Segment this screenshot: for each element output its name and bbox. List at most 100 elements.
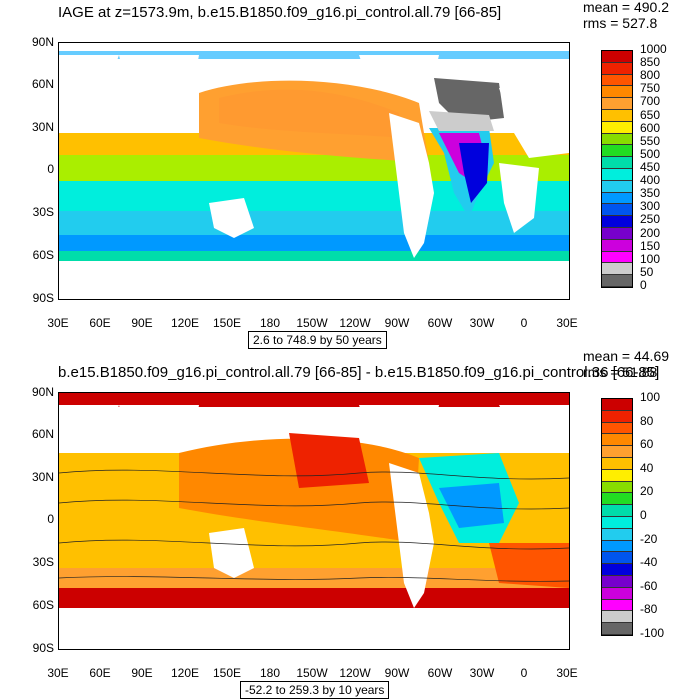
colorbar-label: -60 bbox=[640, 578, 658, 593]
colorbar-cell bbox=[602, 493, 632, 506]
bottom-lon-label: 180 bbox=[259, 666, 281, 680]
colorbar-label: 250 bbox=[640, 212, 661, 227]
colorbar-cell bbox=[602, 62, 632, 75]
top-lon-label: 150E bbox=[212, 316, 242, 330]
colorbar-cell bbox=[602, 623, 632, 635]
colorbar-cell bbox=[602, 540, 632, 553]
colorbar-cell bbox=[602, 599, 632, 612]
top-lat-label: 30S bbox=[32, 205, 54, 219]
top-rms: rms = 527.8 bbox=[583, 15, 658, 31]
top-title: IAGE at z=1573.9m, b.e15.B1850.f09_g16.p… bbox=[58, 4, 502, 21]
bottom-lat-label: 90N bbox=[31, 385, 54, 399]
bottom-title: b.e15.B1850.f09_g16.pi_control.all.79 [6… bbox=[58, 364, 660, 381]
colorbar-label: 200 bbox=[640, 225, 661, 240]
colorbar-cell bbox=[602, 446, 632, 458]
colorbar-label: -40 bbox=[640, 555, 658, 570]
bottom-map-field bbox=[59, 393, 569, 649]
colorbar-label: 650 bbox=[640, 107, 661, 122]
colorbar-label: 700 bbox=[640, 94, 661, 109]
top-lon-label: 30W bbox=[469, 316, 495, 330]
colorbar-label: 50 bbox=[640, 264, 654, 279]
bottom-lat-label: 60N bbox=[31, 427, 54, 441]
colorbar-cell bbox=[602, 168, 632, 181]
top-lon-label: 180 bbox=[259, 316, 281, 330]
top-lon-label: 150W bbox=[296, 316, 328, 330]
colorbar-cell bbox=[602, 457, 632, 470]
top-contour-info: 2.6 to 748.9 by 50 years bbox=[248, 331, 387, 349]
top-lon-label: 120E bbox=[170, 316, 200, 330]
colorbar-label: 400 bbox=[640, 173, 661, 188]
colorbar-cell bbox=[602, 422, 632, 435]
colorbar-cell bbox=[602, 564, 632, 576]
colorbar-label: 40 bbox=[640, 460, 654, 475]
top-lon-label: 90W bbox=[384, 316, 410, 330]
top-lat-label: 90S bbox=[32, 291, 54, 305]
top-lon-label: 60E bbox=[89, 316, 111, 330]
colorbar-label: 600 bbox=[640, 120, 661, 135]
colorbar-cell bbox=[602, 399, 632, 411]
bottom-mean: mean = 44.69 bbox=[583, 348, 670, 364]
colorbar-cell bbox=[602, 516, 632, 529]
bottom-lon-label: 120E bbox=[170, 666, 200, 680]
top-lat-label: 30N bbox=[31, 120, 54, 134]
colorbar-cell bbox=[602, 145, 632, 158]
bottom-lon-label: 90W bbox=[384, 666, 410, 680]
colorbar-cell bbox=[602, 587, 632, 600]
top-map-field bbox=[59, 43, 569, 299]
bottom-lat-label: 30S bbox=[32, 555, 54, 569]
top-lat-label: 60N bbox=[31, 77, 54, 91]
colorbar-label: 450 bbox=[640, 160, 661, 174]
top-lon-label: 90E bbox=[131, 316, 153, 330]
bottom-lon-label: 30E bbox=[47, 666, 69, 680]
bottom-lon-label: 90E bbox=[131, 666, 153, 680]
top-lat-label: 0 bbox=[47, 162, 54, 176]
colorbar-label: 500 bbox=[640, 146, 661, 161]
bottom-contour-info: -52.2 to 259.3 by 10 years bbox=[240, 681, 390, 699]
colorbar-cell bbox=[602, 263, 632, 276]
colorbar-label: -80 bbox=[640, 602, 658, 617]
top-lon-label: 30E bbox=[556, 316, 578, 330]
bottom-lon-label: 60E bbox=[89, 666, 111, 680]
colorbar-cell bbox=[602, 275, 632, 287]
colorbar-cell bbox=[602, 227, 632, 240]
colorbar-cell bbox=[602, 469, 632, 482]
bottom-lon-label: 30W bbox=[469, 666, 495, 680]
colorbar-label: 0 bbox=[640, 508, 647, 522]
colorbar-label: 0 bbox=[640, 278, 647, 292]
colorbar-cell bbox=[602, 192, 632, 205]
bottom-lat-label: 0 bbox=[47, 512, 54, 526]
top-panel: IAGE at z=1573.9m, b.e15.B1850.f09_g16.p… bbox=[31, 0, 669, 349]
colorbar-cell bbox=[602, 204, 632, 217]
colorbar-cell bbox=[602, 121, 632, 134]
bottom-lon-label: 30E bbox=[556, 666, 578, 680]
colorbar-cell bbox=[602, 109, 632, 122]
bottom-lon-label: 120W bbox=[339, 666, 371, 680]
colorbar-cell bbox=[602, 180, 632, 193]
colorbar-cell bbox=[602, 505, 632, 517]
colorbar-label: 1000 bbox=[640, 42, 667, 56]
bottom-panel: b.e15.B1850.f09_g16.pi_control.all.79 [6… bbox=[0, 348, 700, 700]
colorbar-label: 800 bbox=[640, 68, 661, 83]
colorbar-cell bbox=[602, 410, 632, 423]
colorbar-cell bbox=[602, 157, 632, 169]
top-lon-label: 120W bbox=[339, 316, 371, 330]
top-colorbar bbox=[601, 50, 633, 288]
colorbar-label: 80 bbox=[640, 413, 654, 428]
bottom-lat-label: 90S bbox=[32, 641, 54, 655]
colorbar-cell bbox=[602, 552, 632, 565]
colorbar-cell bbox=[602, 51, 632, 63]
bottom-lon-label: 150E bbox=[212, 666, 242, 680]
bottom-colorbar bbox=[601, 398, 633, 636]
colorbar-label: 20 bbox=[640, 484, 654, 499]
bottom-map bbox=[58, 392, 570, 650]
colorbar-label: -20 bbox=[640, 531, 658, 546]
top-lat-label: 60S bbox=[32, 248, 54, 262]
colorbar-label: 60 bbox=[640, 437, 654, 452]
colorbar-cell bbox=[602, 216, 632, 228]
bottom-lat-label: 30N bbox=[31, 470, 54, 484]
bottom-rms: rms = 51.88 bbox=[583, 364, 658, 380]
colorbar-cell bbox=[602, 528, 632, 541]
bottom-lon-label: 60W bbox=[427, 666, 453, 680]
colorbar-label: 750 bbox=[640, 81, 661, 96]
colorbar-cell bbox=[602, 481, 632, 494]
